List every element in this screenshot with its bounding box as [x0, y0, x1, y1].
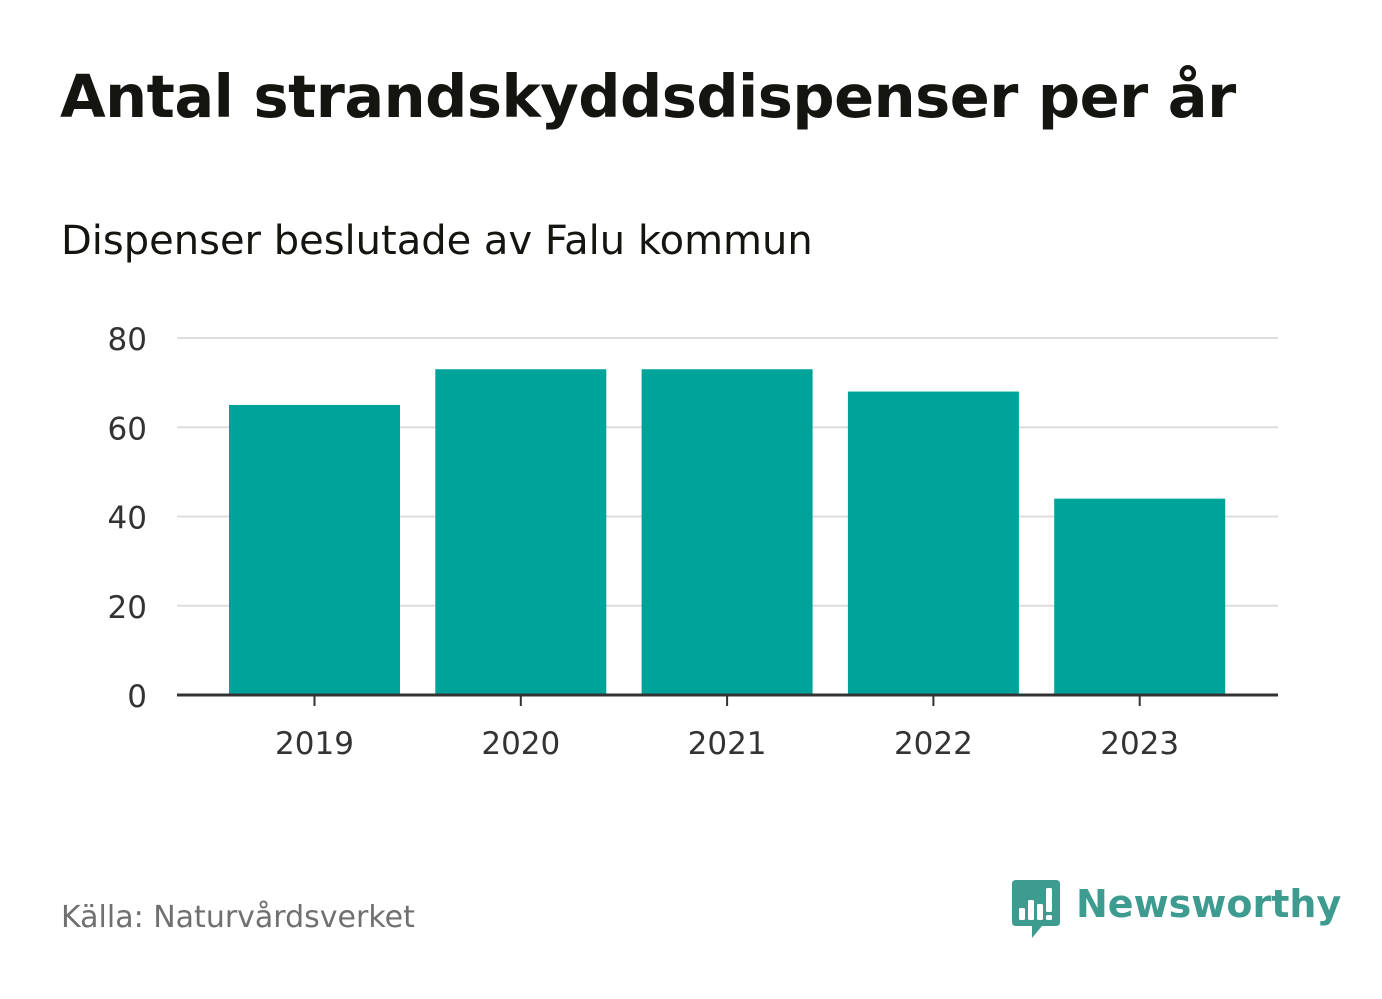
bar-2021 [641, 369, 813, 695]
bar-2020 [435, 369, 607, 695]
x-axis-ticks [313, 695, 1141, 706]
bar-2023 [1054, 498, 1226, 695]
x-axis-tick-labels: 2019 2020 2021 2022 2023 [275, 726, 1179, 762]
y-tick-label: 0 [127, 679, 147, 715]
bar-2022 [847, 391, 1019, 695]
x-tick-label: 2021 [688, 726, 767, 762]
chart-title: Antal strandskyddsdispenser per år [60, 62, 1236, 131]
x-tick-label: 2023 [1100, 726, 1179, 762]
x-tick-label: 2019 [275, 726, 354, 762]
y-tick-label: 60 [108, 411, 147, 447]
source-note: Källa: Naturvårdsverket [61, 900, 415, 935]
y-tick-label: 40 [108, 501, 147, 537]
x-tick-label: 2022 [894, 726, 973, 762]
bars [229, 369, 1226, 695]
brand-name: Newsworthy [1076, 882, 1342, 926]
y-tick-label: 80 [108, 322, 147, 358]
bar-chart-bubble-icon [1012, 880, 1060, 938]
x-tick-label: 2020 [481, 726, 560, 762]
brand-logo: Newsworthy [1010, 878, 1341, 940]
y-axis-tick-labels: 0 20 40 60 80 [108, 322, 147, 715]
chart-subtitle: Dispenser beslutade av Falu kommun [61, 218, 813, 264]
y-tick-label: 20 [108, 590, 147, 626]
bar-2019 [229, 404, 400, 695]
